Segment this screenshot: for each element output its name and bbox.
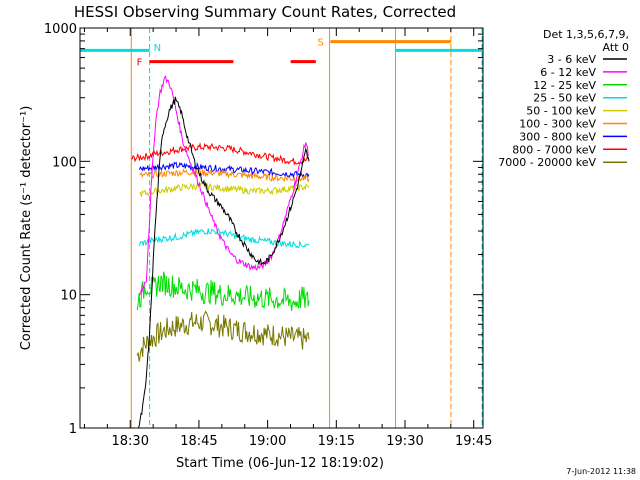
legend-label-300-800-kev: 300 - 800 keV bbox=[519, 130, 596, 143]
y-tick-label-100: 100 bbox=[52, 155, 77, 170]
flag-label-s: S bbox=[318, 38, 324, 49]
series-line-300-800-kev bbox=[139, 161, 310, 179]
marker-label-n: N bbox=[154, 43, 161, 54]
series-line-3-6-kev bbox=[138, 96, 310, 429]
series-line-25-50-kev bbox=[139, 227, 310, 249]
legend-label-50-100-kev: 50 - 100 keV bbox=[526, 105, 596, 118]
flag-label-f: F bbox=[137, 58, 143, 69]
legend-label-25-50-kev: 25 - 50 keV bbox=[533, 92, 596, 105]
series-line-12-25-kev bbox=[136, 271, 310, 311]
series-line-7000-20000-kev bbox=[136, 310, 310, 362]
series-line-100-300-kev bbox=[139, 168, 310, 184]
x-tick-label-3: 19:00 bbox=[249, 434, 286, 449]
x-tick-label-4: 19:15 bbox=[318, 434, 355, 449]
series-line-6-12-kev bbox=[139, 75, 310, 296]
plot-frame bbox=[79, 27, 484, 429]
legend-label-800-7000-kev: 800 - 7000 keV bbox=[512, 143, 596, 156]
legend-label-7000-20000-kev: 7000 - 20000 keV bbox=[498, 156, 596, 169]
x-axis: 18:30 18:45 19:00 19:15 19:30 19:45 bbox=[83, 28, 492, 449]
y-tick-label-10: 10 bbox=[60, 289, 77, 304]
series-line-50-100-kev bbox=[139, 182, 310, 197]
y-tick-label-1: 1 bbox=[69, 422, 77, 437]
y-axis: 1 10 100 1000 bbox=[44, 22, 483, 437]
legend-label-12-25-kev: 12 - 25 keV bbox=[533, 79, 596, 92]
x-tick-label-2: 18:45 bbox=[180, 434, 217, 449]
legend-header-attenuator: Att 0 bbox=[603, 41, 629, 54]
date-stamp: 7-Jun-2012 11:38 bbox=[566, 467, 636, 476]
x-axis-label: Start Time (06-Jun-12 18:19:02) bbox=[176, 456, 384, 471]
legend-header-detectors: Det 1,3,5,6,7,9, bbox=[543, 28, 629, 41]
legend-label-3-6-kev: 3 - 6 keV bbox=[547, 53, 596, 66]
legend-label-100-300-kev: 100 - 300 keV bbox=[519, 118, 596, 131]
x-tick-label-6: 19:45 bbox=[455, 434, 492, 449]
x-tick-label-5: 19:30 bbox=[386, 434, 423, 449]
series-line-800-7000-kev bbox=[131, 142, 310, 166]
x-tick-label-1: 18:30 bbox=[112, 434, 149, 449]
y-tick-label-1000: 1000 bbox=[44, 22, 77, 37]
y-axis-label: Corrected Count Rate (s⁻¹ detector⁻¹) bbox=[19, 106, 34, 351]
plot-area: NF S bbox=[80, 28, 483, 429]
legend-label-6-12-kev: 6 - 12 keV bbox=[540, 66, 596, 79]
chart-title: HESSI Observing Summary Count Rates, Cor… bbox=[74, 3, 456, 21]
